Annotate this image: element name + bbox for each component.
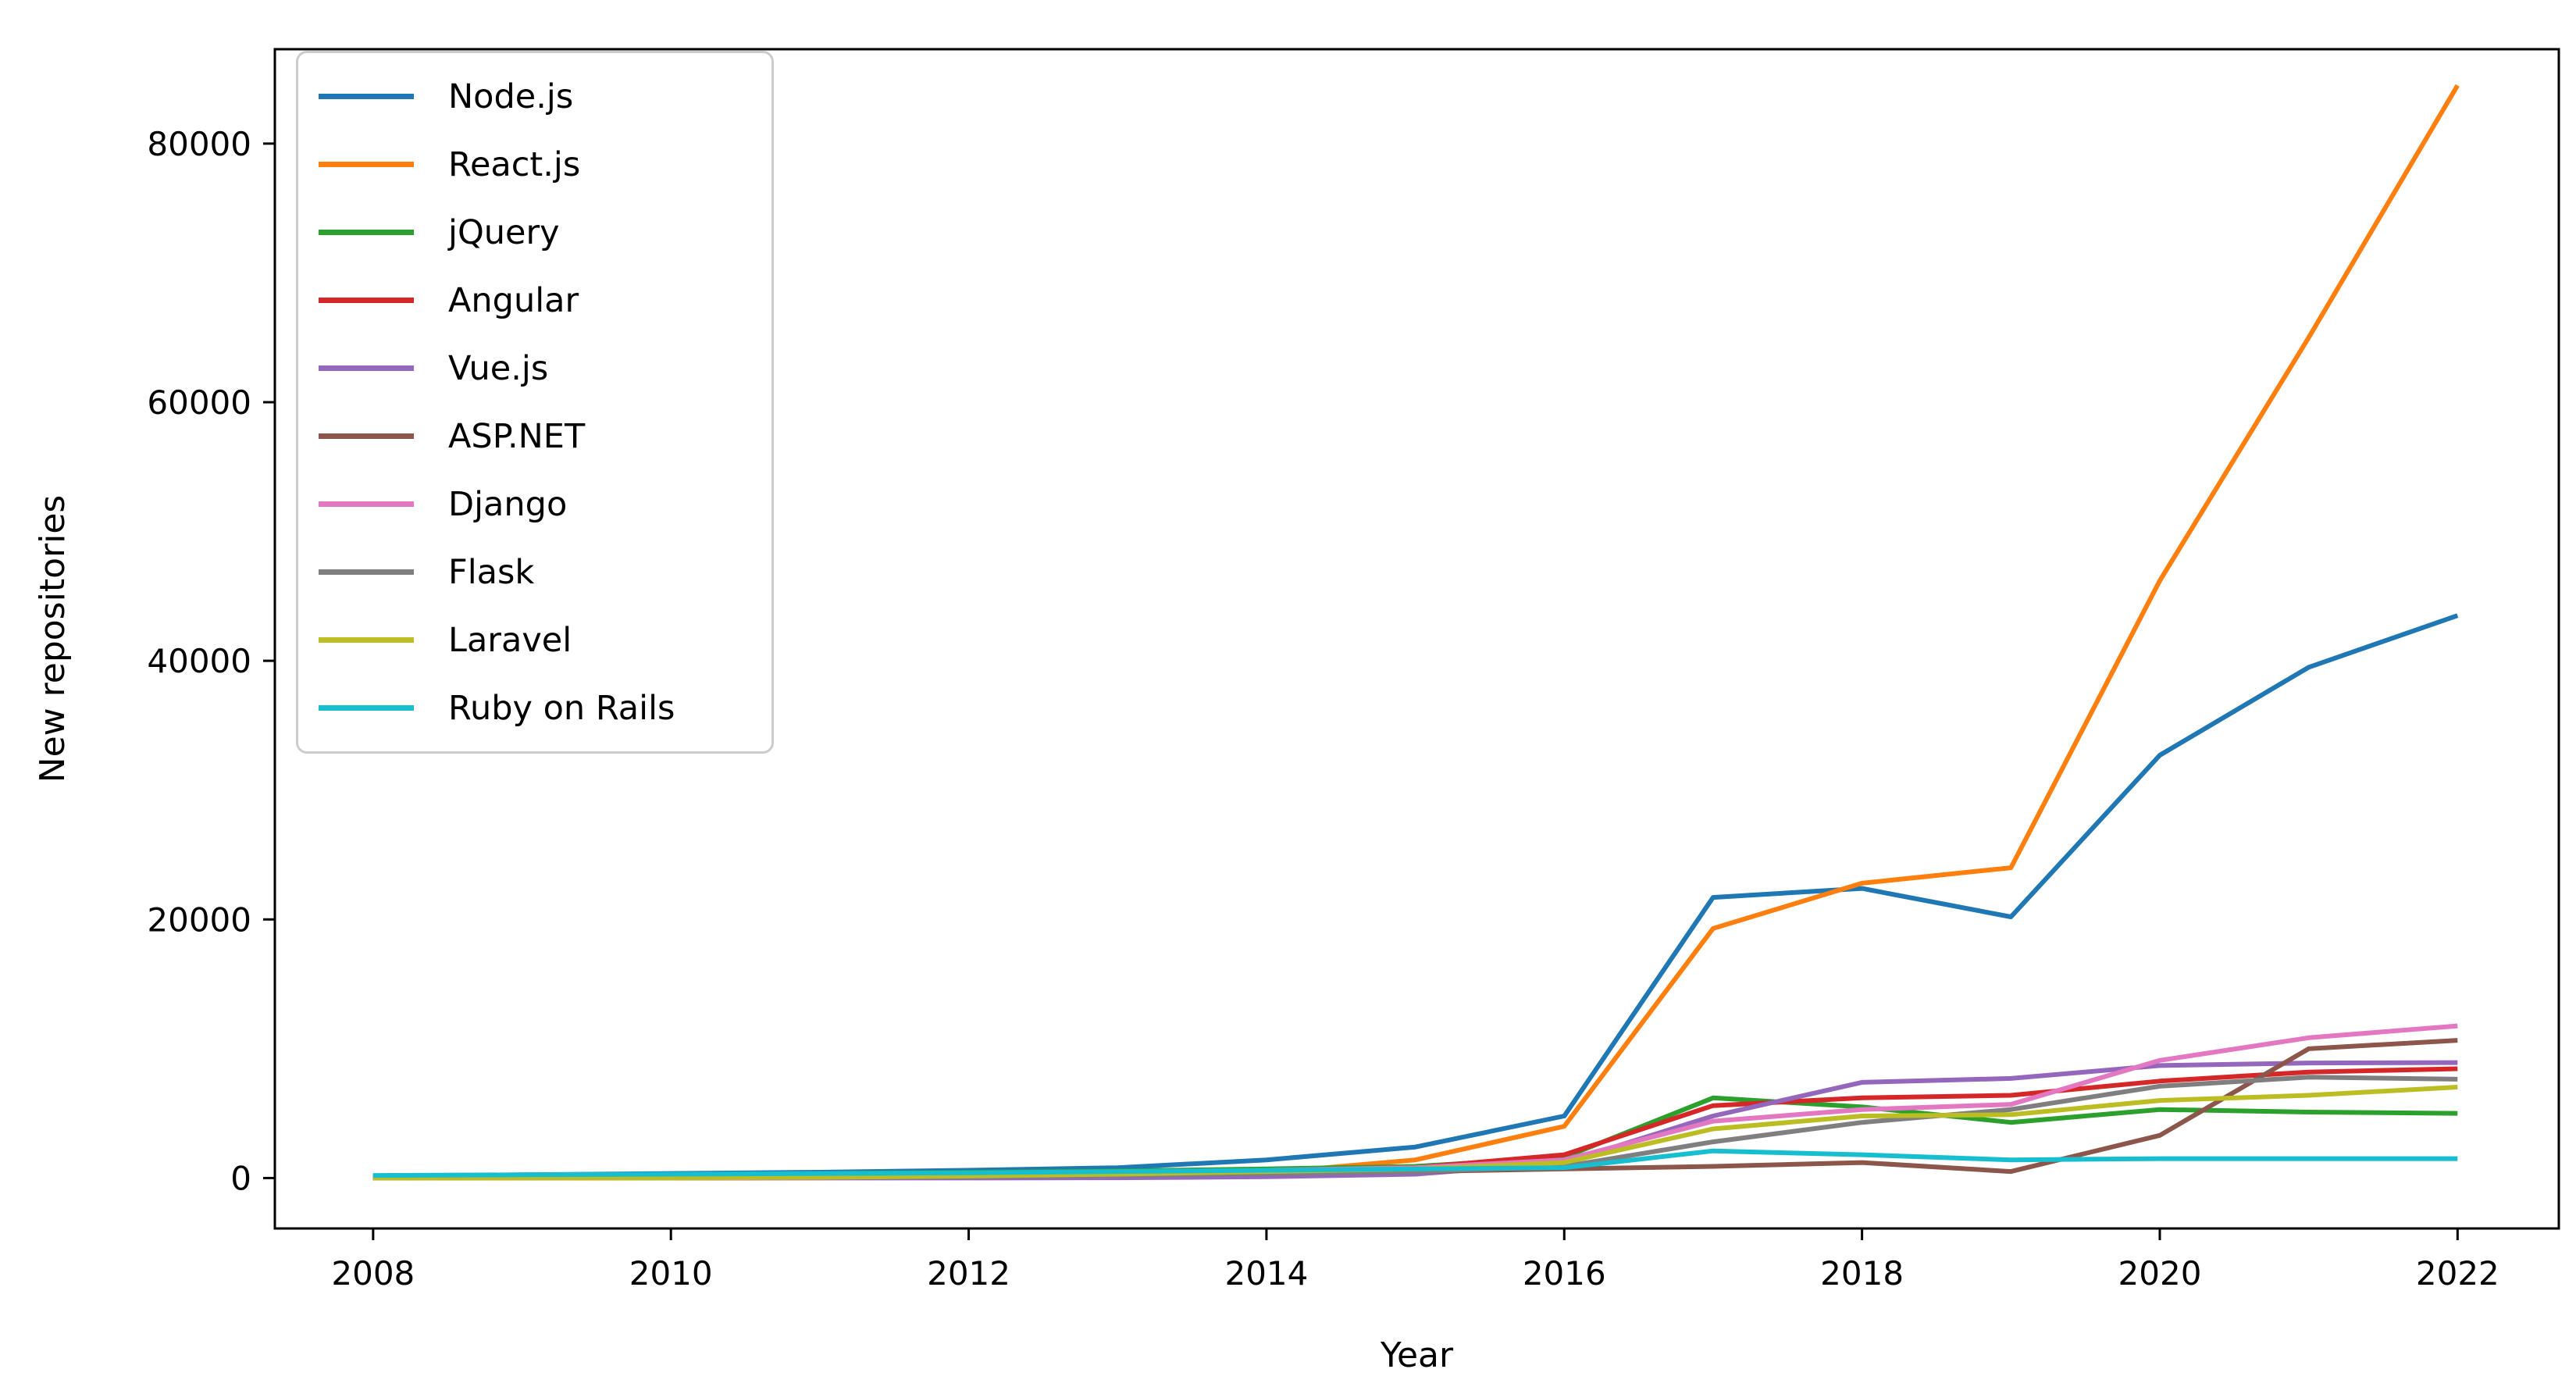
x-tick-label: 2022	[2416, 1254, 2499, 1293]
x-tick-label: 2018	[1820, 1254, 1904, 1293]
y-tick-label: 20000	[147, 900, 251, 939]
legend-label: Django	[448, 484, 568, 524]
legend-line-sample	[319, 705, 414, 711]
x-tick-label: 2020	[2118, 1254, 2202, 1293]
x-tick-label: 2010	[629, 1254, 713, 1293]
x-axis-label: Year	[1380, 1335, 1454, 1375]
legend-item-ruby-on-rails: Ruby on Rails	[319, 674, 771, 742]
legend-line-sample	[319, 501, 414, 507]
y-tick-label: 80000	[147, 125, 251, 163]
legend-label: Node.js	[448, 77, 574, 116]
legend-line-sample	[319, 365, 414, 371]
legend-label: Flask	[448, 552, 535, 592]
legend-item-jquery: jQuery	[319, 198, 771, 266]
legend-line-sample	[319, 298, 414, 303]
y-tick-label: 40000	[147, 642, 251, 680]
legend-item-django: Django	[319, 470, 771, 538]
legend-item-vue-js: Vue.js	[319, 334, 771, 402]
y-tick-label: 0	[230, 1159, 251, 1197]
y-axis-label: New repositories	[33, 495, 73, 783]
legend-label: Angular	[448, 280, 579, 320]
y-tick-label: 60000	[147, 383, 251, 422]
legend-label: jQuery	[448, 212, 560, 252]
x-tick-label: 2014	[1224, 1254, 1308, 1293]
legend-label: Ruby on Rails	[448, 688, 675, 728]
legend-item-flask: Flask	[319, 538, 771, 606]
axes-frame	[273, 48, 2560, 1230]
legend-line-sample	[319, 569, 414, 575]
legend-line-sample	[319, 433, 414, 439]
legend-label: Vue.js	[448, 348, 549, 388]
legend-item-node-js: Node.js	[319, 62, 771, 130]
legend-item-laravel: Laravel	[319, 606, 771, 674]
legend-line-sample	[319, 162, 414, 167]
legend-label: React.js	[448, 144, 581, 184]
x-tick-label: 2012	[927, 1254, 1010, 1293]
legend-item-angular: Angular	[319, 266, 771, 334]
x-tick-label: 2016	[1523, 1254, 1606, 1293]
x-tick-label: 2008	[331, 1254, 415, 1293]
legend-line-sample	[319, 94, 414, 99]
series-line-flask	[372, 1075, 2458, 1181]
legend-line-sample	[319, 637, 414, 643]
legend-label: ASP.NET	[448, 416, 586, 456]
legend-item-asp-net: ASP.NET	[319, 402, 771, 470]
legend-label: Laravel	[448, 620, 572, 660]
legend-line-sample	[319, 230, 414, 235]
legend: Node.js React.js jQuery Angular Vue.js ASP.NE…	[296, 51, 774, 754]
legend-item-react-js: React.js	[319, 130, 771, 198]
series-line-ruby-on-rails	[372, 1148, 2458, 1178]
